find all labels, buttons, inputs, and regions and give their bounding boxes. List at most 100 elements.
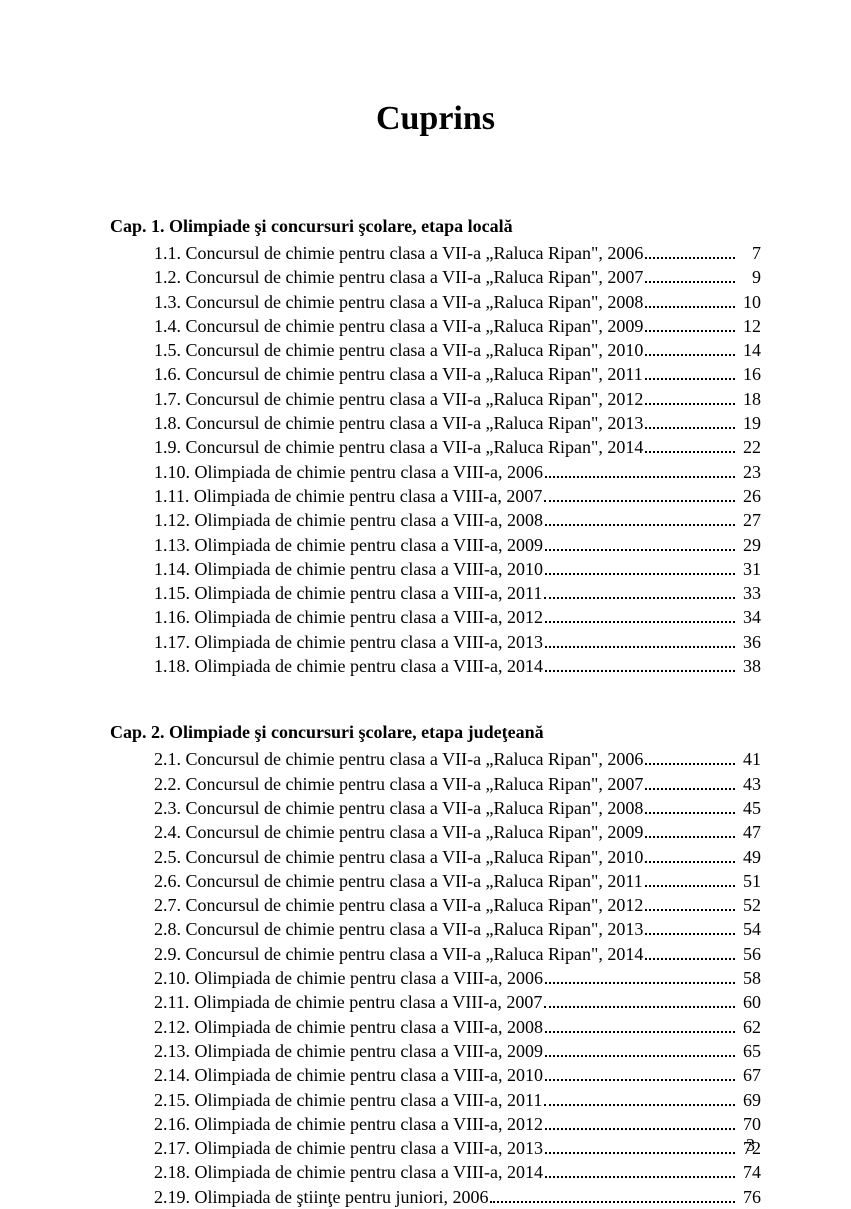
- toc-leader-dots: [545, 670, 735, 672]
- toc-entry-text: 2.11. Olimpiada de chimie pentru clasa a…: [154, 990, 542, 1014]
- toc-leader-dots: [544, 500, 735, 502]
- toc-leader-dots: [645, 885, 735, 887]
- toc-entry-text: 2.2. Concursul de chimie pentru clasa a …: [154, 772, 643, 796]
- toc-entry-page: 74: [737, 1160, 761, 1184]
- toc-leader-dots: [645, 378, 735, 380]
- toc-entry: 2.4. Concursul de chimie pentru clasa a …: [154, 820, 761, 844]
- toc-leader-dots: [645, 861, 735, 863]
- toc-entry: 2.8. Concursul de chimie pentru clasa a …: [154, 917, 761, 941]
- toc-entry-page: 26: [737, 484, 761, 508]
- toc-entry: 2.2. Concursul de chimie pentru clasa a …: [154, 772, 761, 796]
- toc-leader-dots: [645, 354, 735, 356]
- toc-entry-page: 33: [737, 581, 761, 605]
- toc-entry: 2.7. Concursul de chimie pentru clasa a …: [154, 893, 761, 917]
- toc-entry-page: 41: [737, 747, 761, 771]
- toc-entry-text: 1.15. Olimpiada de chimie pentru clasa a…: [154, 581, 542, 605]
- toc-leader-dots: [545, 1055, 735, 1057]
- toc-leader-dots: [645, 306, 735, 308]
- toc-entry-page: 18: [737, 387, 761, 411]
- toc-entry-text: 2.6. Concursul de chimie pentru clasa a …: [154, 869, 643, 893]
- chapter-block: Cap. 1. Olimpiade şi concursuri şcolare,…: [110, 216, 761, 678]
- toc-leader-dots: [645, 958, 735, 960]
- toc-entry-page: 31: [737, 557, 761, 581]
- toc-entry: 2.1. Concursul de chimie pentru clasa a …: [154, 747, 761, 771]
- toc-entry-page: 47: [737, 820, 761, 844]
- toc-entry: 1.4. Concursul de chimie pentru clasa a …: [154, 314, 761, 338]
- toc-leader-dots: [645, 836, 735, 838]
- toc-entry: 2.18. Olimpiada de chimie pentru clasa a…: [154, 1160, 761, 1184]
- toc-entry-text: 2.3. Concursul de chimie pentru clasa a …: [154, 796, 643, 820]
- toc-entry: 2.13. Olimpiada de chimie pentru clasa a…: [154, 1039, 761, 1063]
- toc-entry-text: 1.14. Olimpiada de chimie pentru clasa a…: [154, 557, 543, 581]
- toc-entry-text: 2.9. Concursul de chimie pentru clasa a …: [154, 942, 643, 966]
- toc-entry: 1.5. Concursul de chimie pentru clasa a …: [154, 338, 761, 362]
- toc-entry-text: 2.19. Olimpiada de ştiinţe pentru junior…: [154, 1185, 488, 1209]
- toc-entry-text: 1.12. Olimpiada de chimie pentru clasa a…: [154, 508, 543, 532]
- toc-entry-page: 29: [737, 533, 761, 557]
- toc-entry-text: 1.7. Concursul de chimie pentru clasa a …: [154, 387, 643, 411]
- toc-entry-page: 9: [737, 265, 761, 289]
- toc-entry-text: 1.8. Concursul de chimie pentru clasa a …: [154, 411, 643, 435]
- toc-entry-page: 58: [737, 966, 761, 990]
- toc-entry: 2.16. Olimpiada de chimie pentru clasa a…: [154, 1112, 761, 1136]
- chapter-block: Cap. 2. Olimpiade şi concursuri şcolare,…: [110, 722, 761, 1209]
- chapter-heading: Cap. 1. Olimpiade şi concursuri şcolare,…: [110, 216, 761, 237]
- toc-entry-text: 1.13. Olimpiada de chimie pentru clasa a…: [154, 533, 543, 557]
- toc-entry: 2.5. Concursul de chimie pentru clasa a …: [154, 845, 761, 869]
- toc-leader-dots: [545, 573, 735, 575]
- toc-entry: 2.10. Olimpiada de chimie pentru clasa a…: [154, 966, 761, 990]
- toc-entry-page: 45: [737, 796, 761, 820]
- toc-entry: 2.6. Concursul de chimie pentru clasa a …: [154, 869, 761, 893]
- toc-entry: 1.11. Olimpiada de chimie pentru clasa a…: [154, 484, 761, 508]
- toc-entry-page: 69: [737, 1088, 761, 1112]
- toc-entry: 1.18. Olimpiada de chimie pentru clasa a…: [154, 654, 761, 678]
- toc-entry-text: 1.6. Concursul de chimie pentru clasa a …: [154, 362, 643, 386]
- toc-entry-page: 54: [737, 917, 761, 941]
- toc-leader-dots: [645, 812, 735, 814]
- toc-entry-text: 2.1. Concursul de chimie pentru clasa a …: [154, 747, 643, 771]
- toc-leader-dots: [645, 909, 735, 911]
- toc-entry: 1.12. Olimpiada de chimie pentru clasa a…: [154, 508, 761, 532]
- toc-entry-page: 14: [737, 338, 761, 362]
- toc-leader-dots: [545, 1031, 735, 1033]
- toc-entry-text: 2.13. Olimpiada de chimie pentru clasa a…: [154, 1039, 543, 1063]
- toc-entry: 2.19. Olimpiada de ştiinţe pentru junior…: [154, 1185, 761, 1209]
- toc-leader-dots: [545, 1079, 735, 1081]
- toc-entry-text: 1.17. Olimpiada de chimie pentru clasa a…: [154, 630, 543, 654]
- toc-entry: 1.14. Olimpiada de chimie pentru clasa a…: [154, 557, 761, 581]
- toc-entry-page: 70: [737, 1112, 761, 1136]
- toc-entry: 1.16. Olimpiada de chimie pentru clasa a…: [154, 605, 761, 629]
- toc-entry-page: 27: [737, 508, 761, 532]
- toc-leader-dots: [645, 451, 735, 453]
- toc-entry-page: 16: [737, 362, 761, 386]
- toc-entry-text: 1.5. Concursul de chimie pentru clasa a …: [154, 338, 643, 362]
- toc-entry-text: 1.1. Concursul de chimie pentru clasa a …: [154, 241, 643, 265]
- chapter-heading: Cap. 2. Olimpiade şi concursuri şcolare,…: [110, 722, 761, 743]
- toc-entry: 1.13. Olimpiada de chimie pentru clasa a…: [154, 533, 761, 557]
- toc-entry: 2.17. Olimpiada de chimie pentru clasa a…: [154, 1136, 761, 1160]
- toc-entry-text: 1.4. Concursul de chimie pentru clasa a …: [154, 314, 643, 338]
- toc-entry-page: 65: [737, 1039, 761, 1063]
- toc-entry-text: 2.4. Concursul de chimie pentru clasa a …: [154, 820, 643, 844]
- toc-entry: 2.14. Olimpiada de chimie pentru clasa a…: [154, 1063, 761, 1087]
- toc-entry: 2.11. Olimpiada de chimie pentru clasa a…: [154, 990, 761, 1014]
- toc-entry-page: 52: [737, 893, 761, 917]
- toc-entry-page: 23: [737, 460, 761, 484]
- toc-entry-page: 22: [737, 435, 761, 459]
- toc-entry-page: 36: [737, 630, 761, 654]
- toc-entry-text: 2.17. Olimpiada de chimie pentru clasa a…: [154, 1136, 543, 1160]
- toc-leader-dots: [545, 549, 735, 551]
- toc-entry-text: 1.11. Olimpiada de chimie pentru clasa a…: [154, 484, 542, 508]
- toc-entry-text: 2.16. Olimpiada de chimie pentru clasa a…: [154, 1112, 543, 1136]
- toc-entry-page: 60: [737, 990, 761, 1014]
- toc-entry-page: 76: [737, 1185, 761, 1209]
- toc-leader-dots: [645, 427, 735, 429]
- toc-entry-text: 1.9. Concursul de chimie pentru clasa a …: [154, 435, 643, 459]
- toc-leader-dots: [544, 1104, 735, 1106]
- toc-leader-dots: [545, 1128, 735, 1130]
- toc-entry: 1.8. Concursul de chimie pentru clasa a …: [154, 411, 761, 435]
- toc-entry-page: 12: [737, 314, 761, 338]
- toc-entry-text: 2.7. Concursul de chimie pentru clasa a …: [154, 893, 643, 917]
- toc-entry-text: 1.16. Olimpiada de chimie pentru clasa a…: [154, 605, 543, 629]
- toc-entry-page: 19: [737, 411, 761, 435]
